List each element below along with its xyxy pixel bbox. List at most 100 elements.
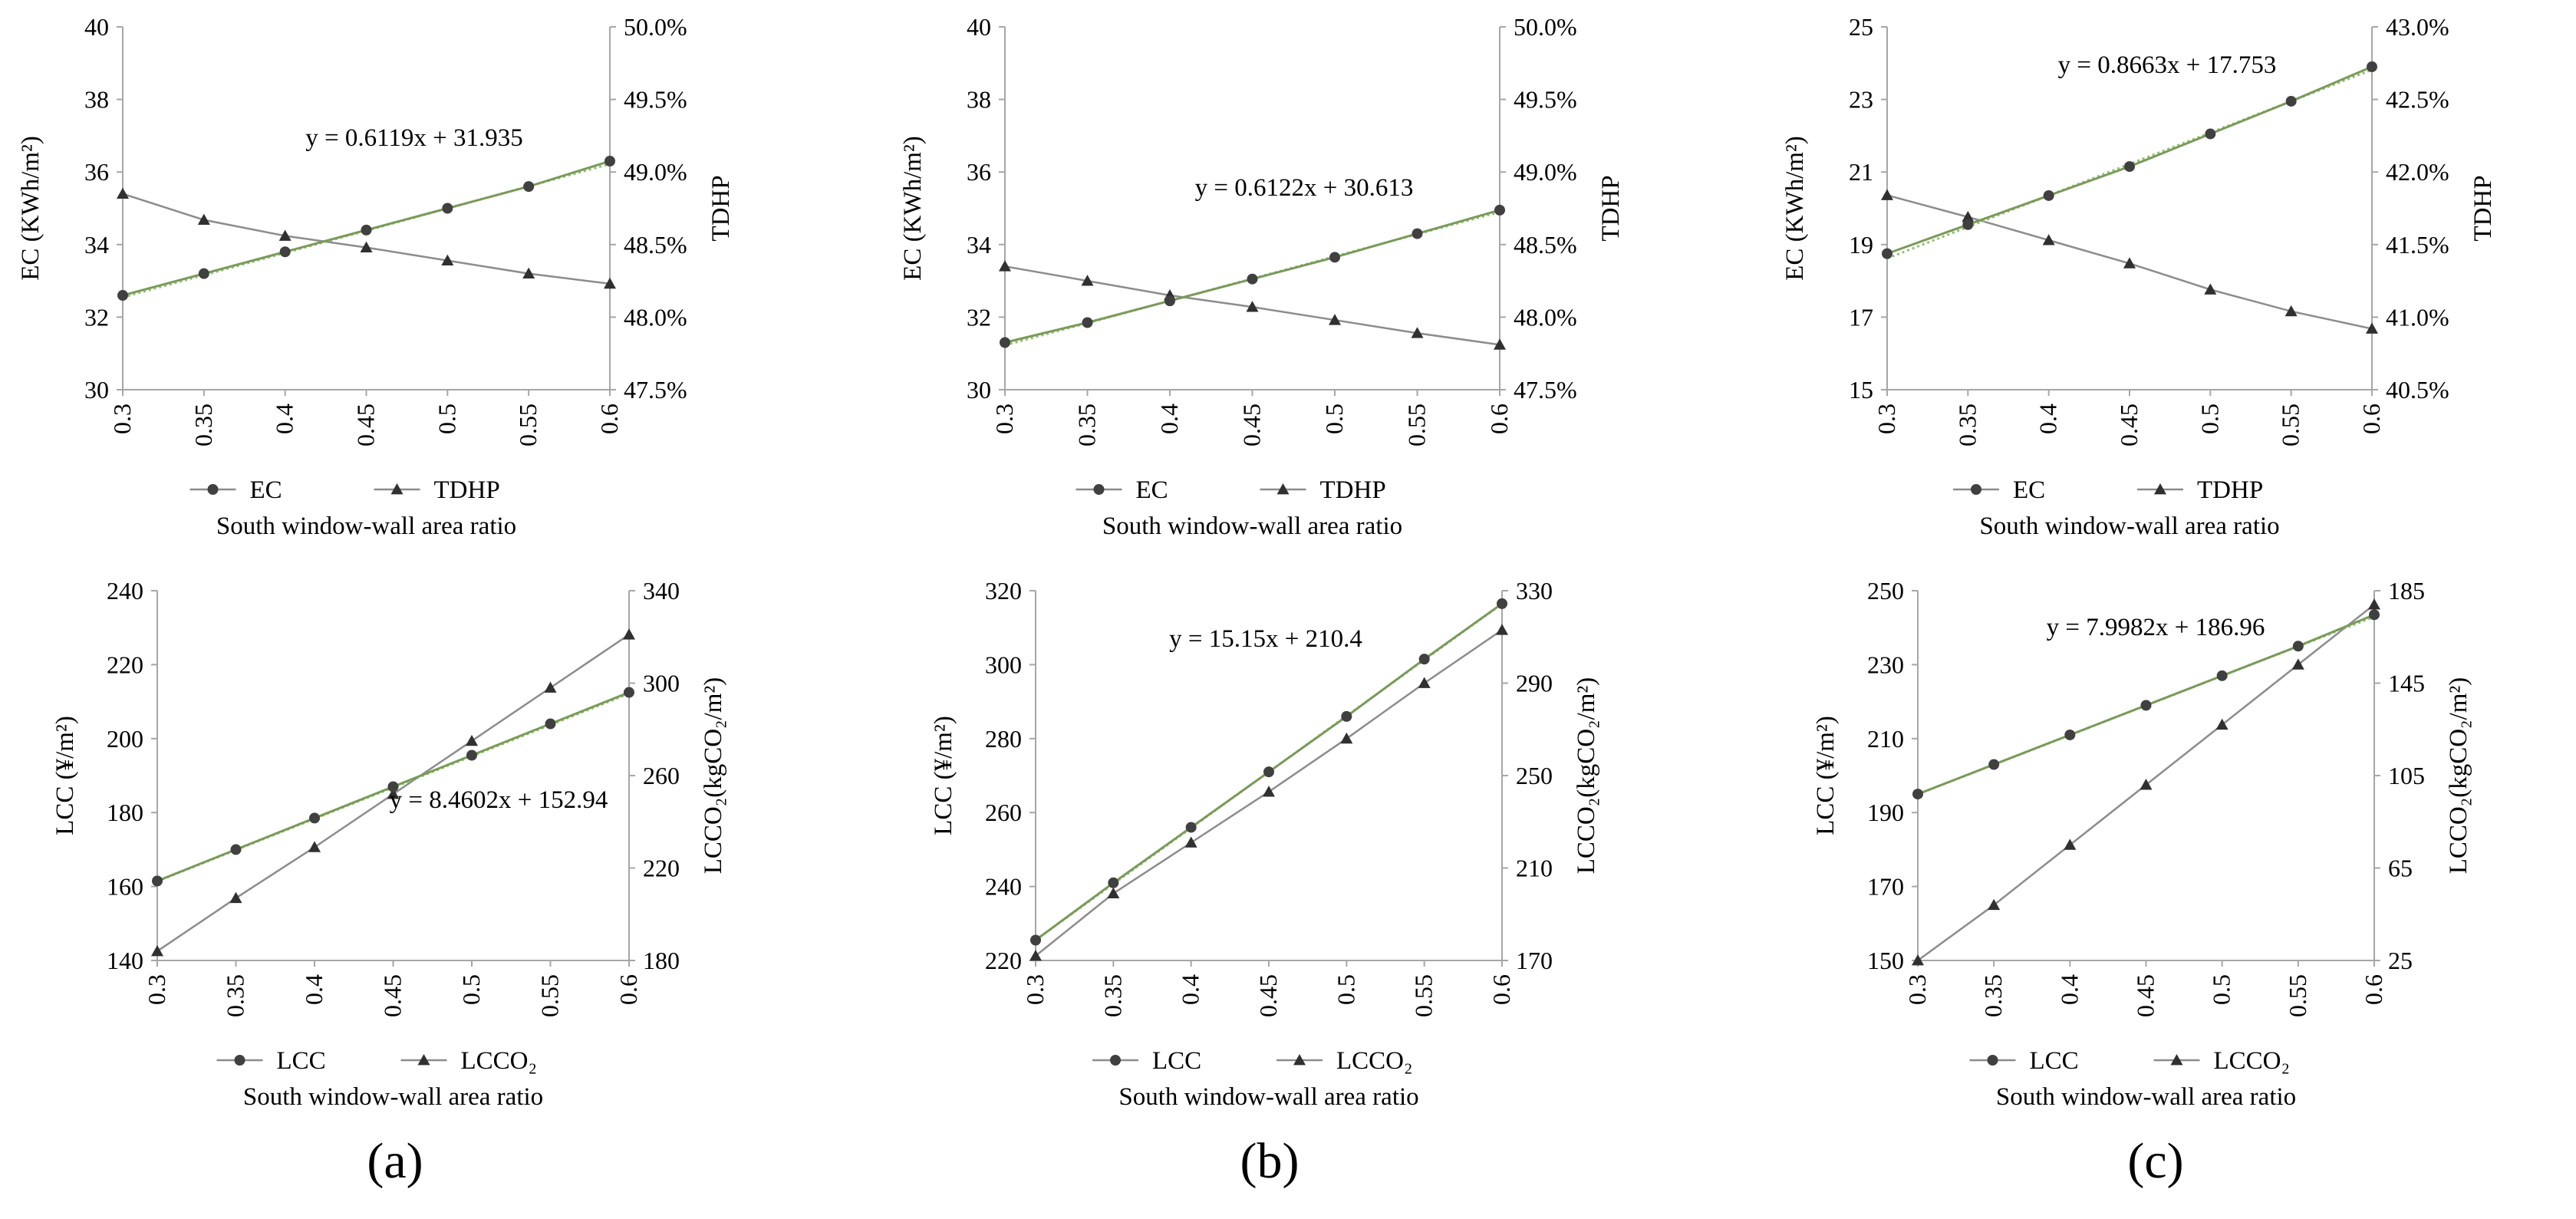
panel-label: (a) xyxy=(367,1133,423,1189)
x-tick-label: 0.6 xyxy=(1487,974,1515,1005)
x-tick-label: 0.6 xyxy=(2360,974,2387,1005)
x-tick-label: 0.55 xyxy=(2284,974,2311,1017)
legend: EC TDHP xyxy=(1953,476,2263,504)
left-y-tick-label: 240 xyxy=(107,577,143,605)
right-y-tick-label: 300 xyxy=(643,670,680,697)
right-y-tick-label: 49.5% xyxy=(1514,86,1577,114)
data-point-circle xyxy=(309,812,320,824)
x-axis-title: South window-wall area ratio xyxy=(1102,512,1402,540)
right-y-tick-label: 42.0% xyxy=(2386,158,2449,186)
x-tick-label: 0.3 xyxy=(1873,404,1900,434)
data-point-circle xyxy=(604,156,615,167)
right-axis-title: LCCO₂(kgCO₂/m²) xyxy=(1573,677,1600,875)
legend-label: EC xyxy=(2013,476,2045,504)
x-tick-label: 0.45 xyxy=(379,974,407,1017)
x-tick-label: 0.6 xyxy=(614,974,642,1005)
right-y-tick-label: 47.5% xyxy=(624,376,687,404)
data-point-circle xyxy=(1329,252,1340,263)
legend: LCC LCCO₂ xyxy=(1969,1047,2290,1075)
right-axis-title: TDHP xyxy=(707,175,735,241)
trendline-equation: y = 0.6122x + 30.613 xyxy=(1195,174,1414,202)
x-tick-label: 0.5 xyxy=(2196,404,2223,434)
data-point-circle xyxy=(1247,273,1258,285)
legend-triangle-marker xyxy=(1276,483,1290,495)
data-point-circle xyxy=(361,224,372,236)
x-tick-label: 0.6 xyxy=(595,404,623,434)
right-y-tick-label: 49.5% xyxy=(624,86,687,114)
right-y-tick-label: 41.0% xyxy=(2386,303,2449,331)
right-y-tick-label: 250 xyxy=(1516,762,1553,789)
x-tick-label: 0.4 xyxy=(1155,404,1183,434)
left-y-tick-label: 36 xyxy=(967,158,991,186)
left-y-tick-label: 32 xyxy=(84,303,109,331)
trendline-equation: y = 15.15x + 210.4 xyxy=(1169,625,1362,653)
right-y-tick-label: 41.5% xyxy=(2386,231,2449,259)
legend-label: LCCO₂ xyxy=(1336,1047,1413,1075)
x-axis-title: South window-wall area ratio xyxy=(243,1083,543,1111)
legend: LCC LCCO₂ xyxy=(1092,1047,1413,1075)
data-point-circle xyxy=(1185,822,1197,833)
data-point-triangle xyxy=(2123,257,2136,269)
left-y-tick-label: 230 xyxy=(1867,651,1904,678)
left-y-tick-label: 140 xyxy=(107,947,143,974)
data-point-triangle xyxy=(197,213,210,226)
left-y-tick-label: 170 xyxy=(1867,873,1904,901)
data-point-circle xyxy=(1497,598,1507,609)
legend-label: LCC xyxy=(277,1047,326,1075)
right-axis-title: LCCO₂(kgCO₂/m²) xyxy=(700,677,727,875)
data-point-triangle xyxy=(2366,322,2378,334)
x-axis-title: South window-wall area ratio xyxy=(1996,1083,2296,1111)
trendline-equation: y = 8.4602x + 152.94 xyxy=(390,786,608,814)
trendline-equation: y = 0.6119x + 31.935 xyxy=(305,124,523,152)
legend-label: LCCO₂ xyxy=(461,1047,538,1075)
data-point-circle xyxy=(523,181,535,193)
data-point-triangle xyxy=(1263,786,1275,797)
data-point-triangle xyxy=(2140,779,2153,790)
x-tick-label: 0.45 xyxy=(2132,974,2159,1017)
data-point-triangle xyxy=(2215,718,2228,730)
data-point-triangle xyxy=(1029,949,1042,961)
left-y-tick-label: 210 xyxy=(1867,725,1904,753)
x-tick-label: 0.35 xyxy=(1953,404,1981,446)
data-point-circle xyxy=(466,750,477,761)
legend: LCC LCCO₂ xyxy=(216,1047,538,1075)
x-tick-label: 0.5 xyxy=(457,974,485,1005)
data-point-circle xyxy=(1108,877,1119,888)
x-tick-label: 0.4 xyxy=(271,404,298,434)
right-y-tick-label: 48.5% xyxy=(1514,231,1577,259)
legend-triangle-marker xyxy=(417,1054,430,1066)
x-tick-label: 0.45 xyxy=(2115,404,2143,446)
panel-label: (b) xyxy=(1240,1133,1300,1189)
legend-triangle-marker xyxy=(2154,483,2166,495)
data-point-triangle xyxy=(999,260,1011,272)
data-point-circle xyxy=(2205,128,2216,140)
left-y-tick-label: 240 xyxy=(985,873,1022,901)
right-y-tick-label: 48.0% xyxy=(624,303,687,331)
data-point-circle xyxy=(1030,934,1041,946)
left-y-tick-label: 34 xyxy=(967,231,991,259)
data-point-circle xyxy=(1082,317,1093,328)
data-point-triangle xyxy=(1184,836,1197,848)
x-tick-label: 0.4 xyxy=(300,974,328,1005)
data-point-circle xyxy=(2043,189,2054,201)
left-y-tick-label: 320 xyxy=(985,577,1022,605)
x-tick-label: 0.4 xyxy=(2055,974,2083,1005)
data-point-circle xyxy=(1494,204,1505,216)
x-tick-label: 0.45 xyxy=(352,404,380,446)
data-point-triangle xyxy=(1329,314,1341,325)
data-point-circle xyxy=(1164,295,1175,307)
trendline-equation: y = 7.9982x + 186.96 xyxy=(2047,614,2265,641)
right-y-tick-label: 220 xyxy=(643,855,680,882)
data-point-circle xyxy=(2124,161,2135,173)
data-point-circle xyxy=(442,203,453,214)
data-point-triangle xyxy=(2064,838,2077,850)
left-y-tick-label: 40 xyxy=(967,13,991,41)
left-y-tick-label: 19 xyxy=(1849,231,1873,259)
data-point-triangle xyxy=(466,734,478,746)
left-y-tick-label: 300 xyxy=(985,651,1022,678)
right-y-tick-label: 170 xyxy=(1516,947,1553,974)
data-point-circle xyxy=(1988,759,2000,770)
data-point-circle xyxy=(279,246,291,258)
left-y-tick-label: 38 xyxy=(967,86,991,114)
